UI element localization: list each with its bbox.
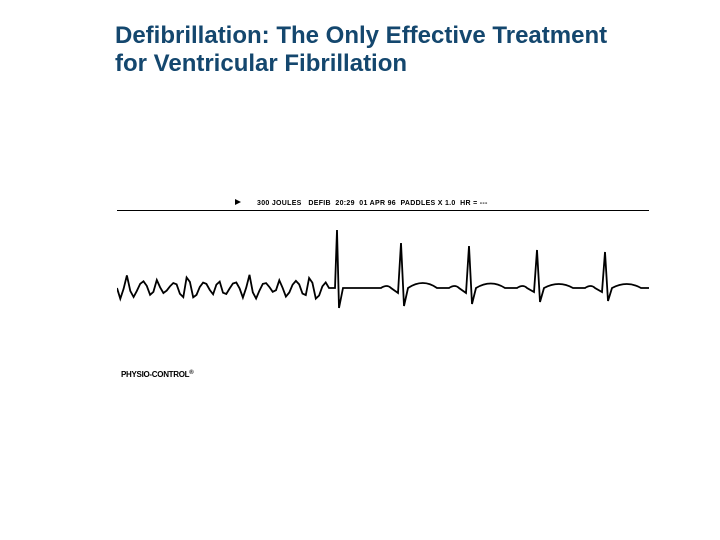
ecg-header-text: 300 JOULES DEFIB 20:29 01 APR 96 PADDLES… bbox=[257, 200, 488, 207]
ecg-waveform bbox=[117, 208, 649, 358]
hr-label: HR = --- bbox=[460, 200, 487, 207]
time-label: 20:29 bbox=[335, 200, 354, 207]
branding-text: PHYSIO-CONTROL bbox=[121, 370, 189, 379]
registered-icon: ® bbox=[189, 370, 193, 376]
source-label: PADDLES X 1.0 bbox=[400, 200, 455, 207]
shock-marker-icon bbox=[235, 199, 241, 205]
page-title: Defibrillation: The Only Effective Treat… bbox=[115, 22, 635, 79]
mode-label: DEFIB bbox=[308, 200, 331, 207]
joules-label: 300 JOULES bbox=[257, 200, 302, 207]
date-label: 01 APR 96 bbox=[359, 200, 396, 207]
slide: Defibrillation: The Only Effective Treat… bbox=[0, 0, 720, 540]
ecg-strip: 300 JOULES DEFIB 20:29 01 APR 96 PADDLES… bbox=[117, 195, 649, 385]
branding-label: PHYSIO-CONTROL® bbox=[121, 370, 193, 379]
